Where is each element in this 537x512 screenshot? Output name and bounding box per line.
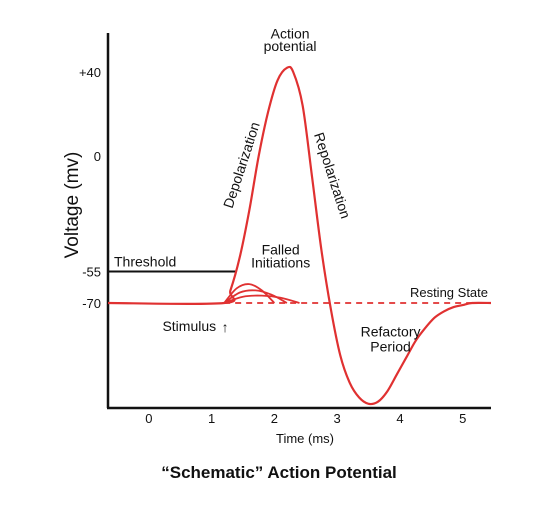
x-axis-label: Time (ms) (276, 431, 334, 446)
y-tick-label: 0 (94, 149, 101, 164)
stimulus-label: Stimulus (162, 318, 216, 334)
x-ticks: 0 1 2 3 4 5 (145, 411, 466, 426)
x-tick-label: 2 (271, 411, 278, 426)
x-tick-label: 5 (459, 411, 466, 426)
failed-initiation-curve (223, 294, 300, 304)
annotation-label: Refactory (361, 324, 421, 340)
annotation-label: potential (264, 38, 317, 54)
series (107, 65, 492, 406)
annotation-label: Initiations (251, 254, 310, 270)
stimulus: Stimulus ↑ (162, 318, 228, 335)
annotation-label: Period (370, 338, 410, 354)
chart-title: “Schematic” Action Potential (161, 463, 397, 482)
resting-state: Resting State (224, 285, 491, 304)
annotation-label: Action (271, 25, 310, 41)
failed-initiations (223, 283, 300, 304)
x-tick-label: 1 (208, 411, 215, 426)
x-tick-label: 3 (334, 411, 341, 426)
x-tick-label: 4 (396, 411, 403, 426)
axes (106, 33, 491, 410)
resting-state-label: Resting State (410, 285, 488, 300)
threshold: Threshold (108, 254, 237, 273)
action-potential-line (107, 65, 492, 406)
y-tick-label: -55 (82, 265, 101, 280)
y-tick-label: -70 (82, 296, 101, 311)
annotation-label: Falled (262, 242, 300, 258)
y-axis-label: Voltage (mv) (62, 152, 83, 259)
stimulus-arrow: ↑ (222, 319, 229, 335)
y-tick-label: +40 (79, 65, 101, 80)
annotation-label: Repolarization (311, 130, 354, 220)
x-tick-label: 0 (145, 411, 152, 426)
threshold-label: Threshold (114, 254, 176, 270)
failed-initiation-curve (223, 283, 276, 304)
y-ticks: +40 0 -55 -70 (79, 65, 101, 311)
